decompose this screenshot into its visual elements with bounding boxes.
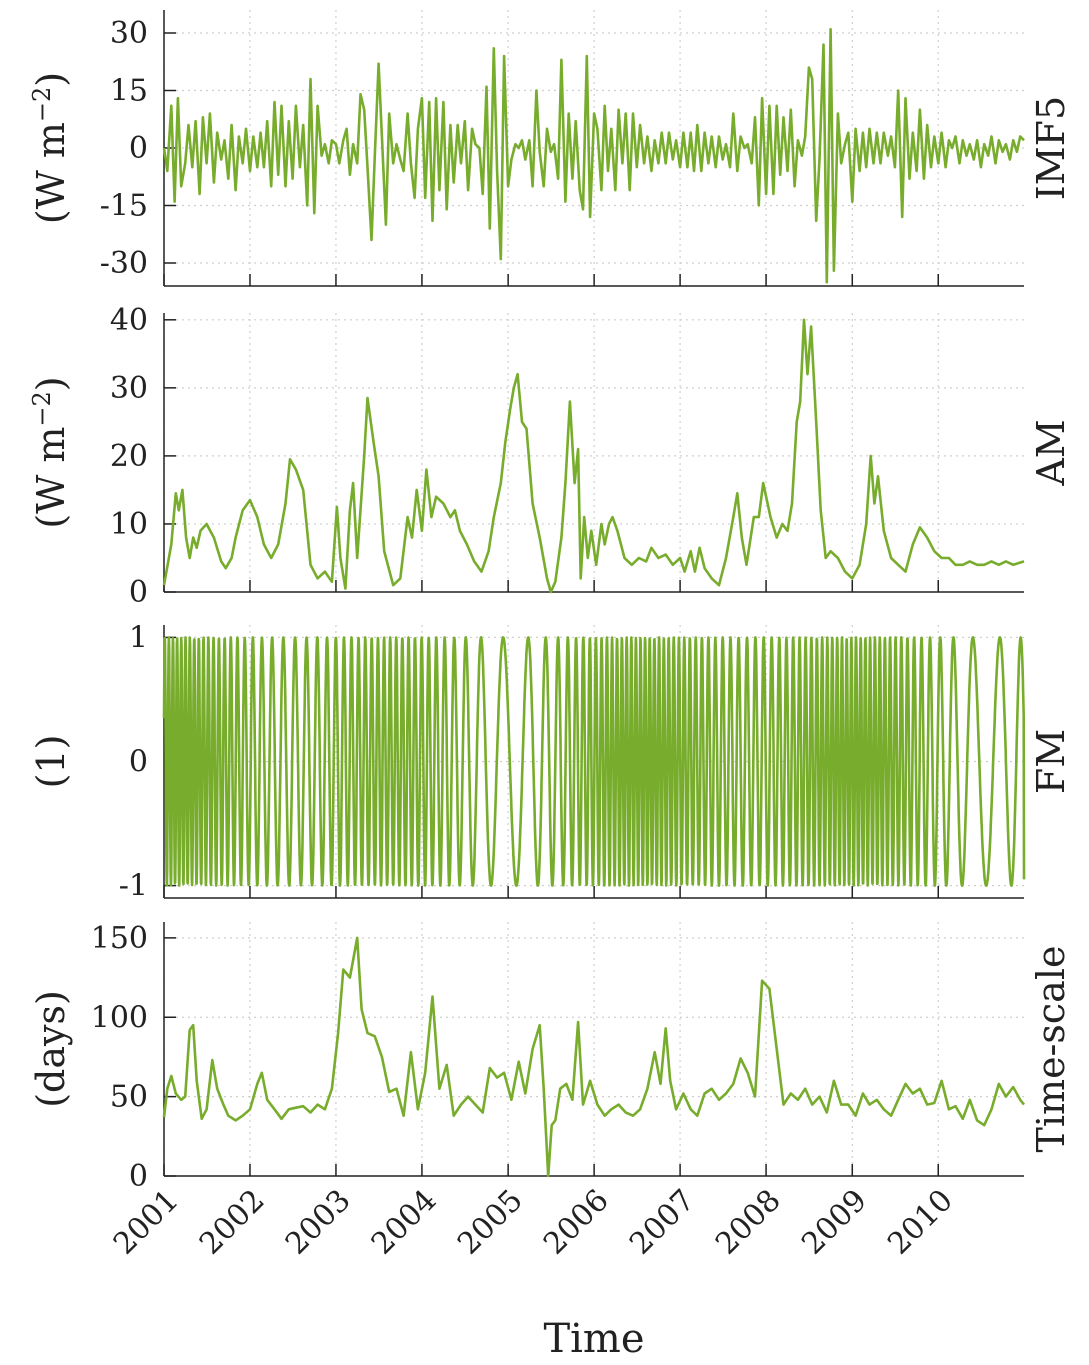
x-tick-label-2008: 2008 [709, 1183, 788, 1262]
am-y-ticks: 40 30 20 10 0 [110, 303, 176, 610]
time-scale-series-line [162, 936, 1026, 1178]
imf5-unit-label: (W m−2) [28, 72, 73, 224]
time-scale-y-tick-label: 0 [129, 1159, 148, 1194]
x-tick-label-2009: 2009 [795, 1183, 874, 1262]
x-tick-label-2001: 2001 [107, 1183, 186, 1262]
am-y-tick-label: 30 [110, 371, 148, 406]
imf5-y-tick-label: 0 [129, 131, 148, 166]
time-scale-y-ticks: 150 100 50 0 [91, 921, 176, 1194]
am-y-tick-label: 10 [110, 507, 148, 542]
time-scale-unit-label: (days) [29, 990, 73, 1108]
x-tick-label-2007: 2007 [623, 1183, 702, 1262]
imf5-y-tick-label: 15 [110, 74, 148, 109]
x-tick-label-2004: 2004 [365, 1183, 444, 1262]
x-tick-label-2002: 2002 [193, 1183, 272, 1262]
imf5-y-ticks: 30 15 0 -15 -30 [100, 16, 176, 281]
time-scale-y-tick-label: 150 [91, 921, 148, 956]
am-panel-name: AM [1029, 419, 1073, 486]
am-y-tick-label: 20 [110, 439, 148, 474]
time-scale-x-ticks [163, 1164, 940, 1176]
am-unit-label: (W m−2) [28, 376, 73, 528]
fm-x-ticks [163, 886, 940, 898]
x-tick-label-2005: 2005 [451, 1183, 530, 1262]
fm-unit-label: (1) [29, 735, 73, 789]
x-tick-labels: 2001 2002 2003 2004 2005 2006 2007 2008 2009 2010 [107, 1183, 960, 1262]
time-scale-y-tick-label: 100 [91, 1000, 148, 1035]
imf5-series-line [162, 27, 1025, 284]
time-scale-panel-name: Time-scale [1029, 946, 1073, 1153]
x-tick-label-2010: 2010 [881, 1183, 960, 1262]
am-y-tick-label: 40 [110, 303, 148, 338]
fm-panel-name: FM [1029, 729, 1073, 794]
fm-y-tick-label: 0 [129, 745, 148, 780]
x-tick-label-2003: 2003 [279, 1183, 358, 1262]
time-scale-grid [163, 922, 1024, 1177]
fm-y-tick-label: 1 [129, 620, 148, 655]
panel-am: 40 30 20 10 0 (W m−2) AM [28, 303, 1073, 610]
imf5-y-tick-label: -30 [100, 246, 148, 281]
x-tick-label-2006: 2006 [537, 1183, 616, 1262]
imf5-panel-name: IMF5 [1029, 96, 1073, 200]
imf5-y-tick-label: -15 [100, 189, 148, 224]
am-y-tick-label: 0 [129, 575, 148, 610]
time-scale-y-tick-label: 50 [110, 1080, 148, 1115]
x-axis-title: Time [543, 1316, 644, 1362]
panel-time-scale: 150 100 50 0 (days) Time-scale [29, 921, 1073, 1194]
fm-series-line [162, 636, 1026, 887]
fm-y-tick-label: -1 [119, 869, 148, 904]
imf5-grid [163, 10, 1024, 286]
imf5-x-ticks [163, 274, 940, 286]
imf5-y-tick-label: 30 [110, 16, 148, 51]
am-series-line [162, 318, 1025, 594]
panel-fm: 1 0 -1 (1) FM [29, 620, 1073, 903]
panel-imf5: 30 15 0 -15 -30 (W m−2) IMF5 [28, 10, 1073, 287]
fm-y-ticks: 1 0 -1 [119, 620, 176, 904]
